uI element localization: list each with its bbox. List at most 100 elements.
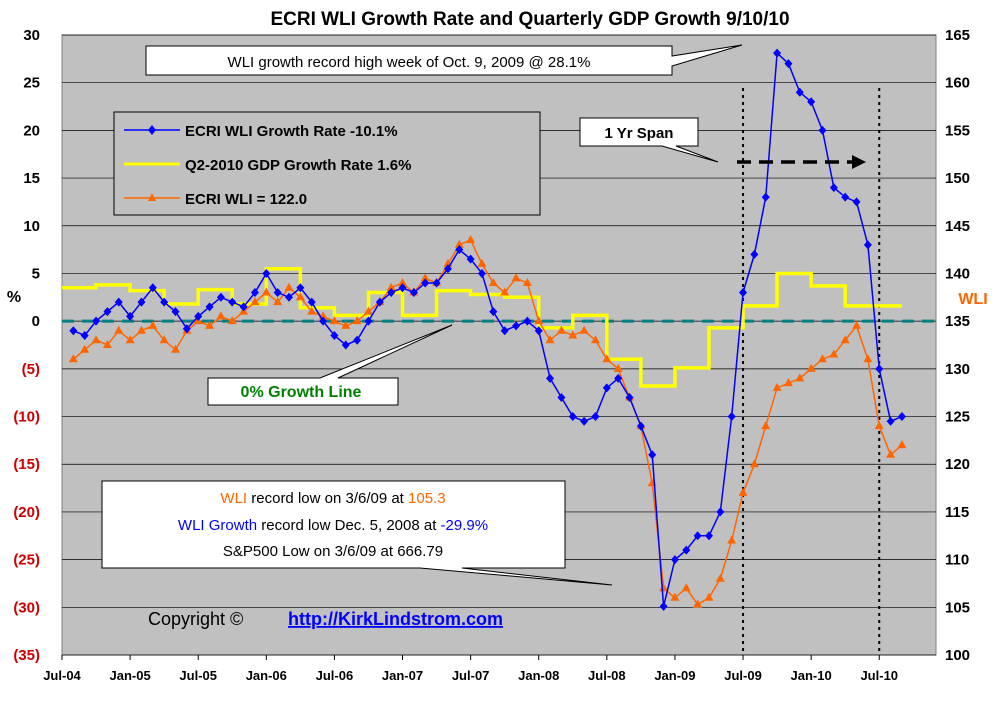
left-tick-label: 0 bbox=[32, 313, 40, 330]
left-tick-label: (35) bbox=[13, 647, 40, 664]
right-tick-label: 155 bbox=[945, 122, 970, 139]
wli-growth-point bbox=[863, 240, 872, 250]
wli-point bbox=[295, 292, 305, 301]
wli-growth-point bbox=[205, 302, 214, 312]
wli-point bbox=[454, 239, 464, 248]
left-tick-label: (15) bbox=[13, 456, 40, 473]
wli-growth-point bbox=[466, 254, 475, 264]
wli-point bbox=[545, 335, 555, 344]
wli-point bbox=[840, 335, 850, 344]
wli-point bbox=[500, 287, 510, 296]
wli-growth-point bbox=[364, 316, 373, 326]
site-link[interactable]: http://KirkLindstrom.com bbox=[288, 609, 503, 629]
wli-point bbox=[148, 320, 158, 329]
x-tick-label: Jul-04 bbox=[43, 668, 81, 683]
wli-growth-point bbox=[773, 48, 782, 58]
wli-point bbox=[488, 278, 498, 286]
wli-growth-point bbox=[534, 326, 543, 336]
wli-point bbox=[511, 273, 521, 282]
wli-growth-point bbox=[580, 416, 589, 426]
wli-growth-point bbox=[250, 288, 259, 298]
wli-point bbox=[273, 297, 283, 306]
wli-growth-point bbox=[285, 292, 294, 302]
span-text: 1 Yr Span bbox=[605, 125, 674, 142]
wli-point bbox=[477, 258, 487, 267]
wli-point bbox=[795, 373, 805, 382]
wli-point bbox=[715, 573, 725, 582]
wli-point bbox=[114, 325, 124, 334]
wli-growth-point bbox=[512, 321, 521, 331]
x-tick-label: Jul-08 bbox=[588, 668, 626, 683]
wli-point bbox=[568, 330, 578, 339]
wli-growth-point bbox=[795, 87, 804, 97]
wli-point bbox=[102, 340, 112, 348]
wli-growth-point bbox=[602, 383, 611, 393]
wli-growth-point bbox=[398, 283, 407, 293]
wli-growth-point bbox=[432, 278, 441, 288]
wli-growth-point bbox=[160, 297, 169, 307]
wli-point bbox=[579, 325, 589, 334]
left-tick-label: 30 bbox=[23, 27, 40, 44]
wli-point bbox=[602, 354, 612, 363]
wli-growth-point bbox=[727, 412, 736, 422]
wli-point bbox=[80, 344, 90, 353]
wli-growth-point bbox=[194, 311, 203, 321]
wli-point bbox=[659, 583, 669, 592]
wli-series bbox=[68, 235, 907, 608]
legend-label-wli: ECRI WLI = 122.0 bbox=[185, 191, 307, 208]
wli-point bbox=[727, 535, 737, 544]
record-low-callout: WLI record low on 3/6/09 at 105.3 WLI Gr… bbox=[101, 480, 613, 586]
wli-point bbox=[250, 297, 260, 306]
wli-growth-point bbox=[818, 125, 827, 135]
right-axis: 165 160 155 150 145 140 135 130 125 120 115 110 105 1… bbox=[945, 27, 970, 664]
left-tick-label: 20 bbox=[23, 122, 40, 139]
wli-growth-point bbox=[126, 311, 135, 321]
wli-growth-point bbox=[228, 297, 237, 307]
right-tick-label: 105 bbox=[945, 599, 970, 616]
wli-growth-point bbox=[489, 307, 498, 317]
wli-point bbox=[613, 363, 623, 372]
wli-growth-point bbox=[648, 450, 657, 460]
wli-growth-point bbox=[137, 297, 146, 307]
x-tick-label: Jan-05 bbox=[110, 668, 151, 683]
wli-point bbox=[91, 335, 101, 344]
wli-growth-point bbox=[636, 421, 645, 431]
left-tick-label: (25) bbox=[13, 552, 40, 569]
wli-growth-point bbox=[841, 192, 850, 202]
wli-growth-point bbox=[716, 507, 725, 517]
left-tick-label: (5) bbox=[22, 361, 40, 378]
wli-growth-point bbox=[387, 288, 396, 298]
wli-growth-point bbox=[875, 364, 884, 374]
wli-growth-point bbox=[330, 330, 339, 340]
wli-point bbox=[398, 278, 408, 286]
x-tick-label: Jul-10 bbox=[860, 668, 898, 683]
wli-point bbox=[783, 378, 793, 387]
wli-growth-point bbox=[92, 316, 101, 326]
x-tick-label: Jul-06 bbox=[316, 668, 354, 683]
wli-growth-point bbox=[319, 316, 328, 326]
wli-growth-point bbox=[455, 245, 464, 255]
wli-point bbox=[534, 316, 544, 325]
wli-point bbox=[670, 592, 680, 601]
wli-growth-point bbox=[682, 545, 691, 555]
wli-growth-point bbox=[296, 283, 305, 293]
left-tick-label: (30) bbox=[13, 599, 40, 616]
wli-growth-point bbox=[375, 297, 384, 307]
wli-growth-point bbox=[750, 249, 759, 259]
wli-point bbox=[363, 306, 373, 315]
wli-point bbox=[68, 354, 78, 363]
wli-growth-point bbox=[852, 197, 861, 207]
wli-point bbox=[159, 335, 169, 344]
wli-point bbox=[863, 354, 873, 363]
x-tick-label: Jan-09 bbox=[654, 668, 695, 683]
wli-point bbox=[522, 278, 532, 286]
wli-growth-point bbox=[353, 335, 362, 345]
left-tick-label: 10 bbox=[23, 218, 40, 235]
wli-growth-point bbox=[273, 288, 282, 298]
x-tick-label: Jan-08 bbox=[518, 668, 559, 683]
left-axis-label: % bbox=[7, 289, 21, 306]
x-tick-label: Jan-07 bbox=[382, 668, 423, 683]
right-tick-label: 100 bbox=[945, 647, 970, 664]
left-tick-label: (20) bbox=[13, 504, 40, 521]
